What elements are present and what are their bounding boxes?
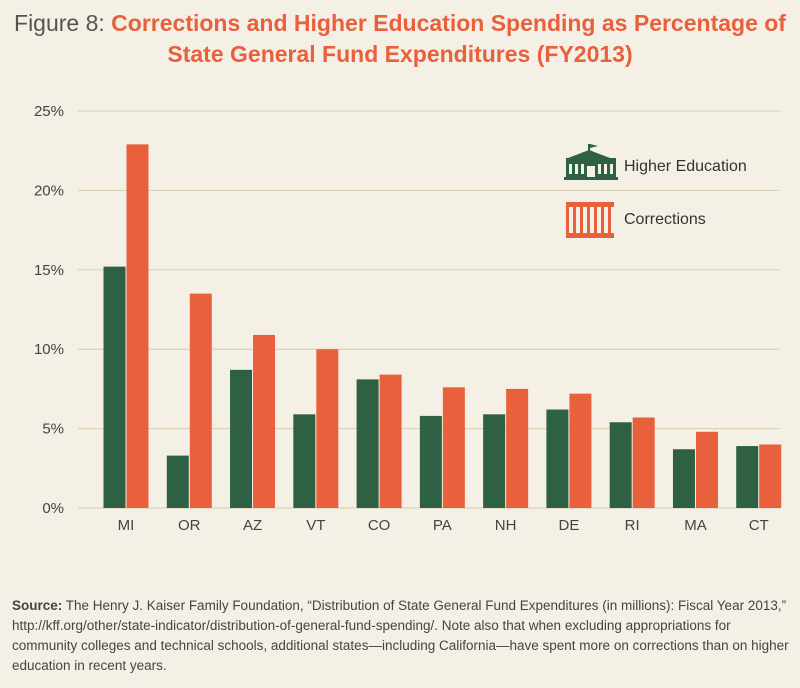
x-tick-label: MA bbox=[684, 517, 707, 534]
x-tick-label: NH bbox=[495, 517, 517, 534]
legend-label-corrections: Corrections bbox=[624, 211, 706, 228]
y-tick-label: 10% bbox=[34, 341, 64, 358]
bar-higher-education bbox=[546, 409, 569, 508]
bar-higher-education bbox=[166, 455, 189, 508]
x-tick-label: PA bbox=[433, 517, 452, 534]
bar-higher-education bbox=[483, 414, 506, 508]
title-line-1: Figure 8: Corrections and Higher Educati… bbox=[0, 8, 800, 39]
bar-corrections bbox=[759, 444, 782, 508]
bar-higher-education bbox=[356, 379, 379, 508]
bar-higher-education bbox=[230, 369, 253, 508]
bar-corrections bbox=[442, 387, 465, 508]
bar-corrections bbox=[379, 374, 402, 508]
x-tick-label: AZ bbox=[243, 517, 262, 534]
bar-higher-education bbox=[293, 414, 316, 508]
source-note: Source: The Henry J. Kaiser Family Found… bbox=[12, 596, 792, 676]
legend: Higher Education Corrections bbox=[564, 144, 747, 238]
x-tick-label: VT bbox=[306, 517, 325, 534]
title-line-2: State General Fund Expenditures (FY2013) bbox=[167, 41, 633, 67]
y-tick-label: 5% bbox=[42, 421, 64, 438]
bars bbox=[103, 144, 782, 508]
bar-higher-education bbox=[672, 449, 695, 508]
x-tick-label: DE bbox=[558, 517, 579, 534]
prison-bars-icon bbox=[566, 202, 614, 238]
bar-corrections bbox=[632, 417, 655, 508]
bar-corrections bbox=[189, 293, 212, 508]
bar-corrections bbox=[506, 388, 529, 508]
bar-corrections bbox=[253, 334, 276, 508]
bar-higher-education bbox=[103, 266, 126, 508]
chart-title: Figure 8: Corrections and Higher Educati… bbox=[0, 8, 800, 70]
legend-item-corrections: Corrections bbox=[566, 202, 706, 238]
y-tick-label: 0% bbox=[42, 500, 64, 517]
bar-corrections bbox=[695, 431, 718, 508]
title-text-1: Corrections and Higher Education Spendin… bbox=[111, 10, 786, 36]
x-tick-label: OR bbox=[178, 517, 201, 534]
x-tick-label: MI bbox=[118, 517, 135, 534]
figure-number: Figure 8: bbox=[14, 10, 112, 36]
school-building-icon bbox=[564, 144, 618, 180]
y-axis-ticks: 0% 5% 10% 15% 20% 25% bbox=[34, 103, 64, 517]
bar-corrections bbox=[569, 393, 592, 508]
bar-chart: 0% 5% 10% 15% 20% 25% MI OR AZ VT CO PA NH DE RI MA CT bbox=[34, 103, 782, 534]
x-tick-label: CO bbox=[368, 517, 391, 534]
bar-higher-education bbox=[736, 446, 759, 508]
bar-higher-education bbox=[609, 422, 632, 508]
y-tick-label: 15% bbox=[34, 262, 64, 279]
x-tick-label: RI bbox=[625, 517, 640, 534]
legend-label-higher-education: Higher Education bbox=[624, 158, 747, 175]
x-axis-ticks: MI OR AZ VT CO PA NH DE RI MA CT bbox=[118, 517, 769, 534]
x-tick-label: CT bbox=[749, 517, 769, 534]
legend-item-higher-education: Higher Education bbox=[564, 144, 747, 180]
y-tick-label: 25% bbox=[34, 103, 64, 120]
source-text: The Henry J. Kaiser Family Foundation, “… bbox=[12, 598, 789, 673]
bar-corrections bbox=[316, 349, 339, 508]
source-label: Source: bbox=[12, 598, 63, 613]
y-tick-label: 20% bbox=[34, 182, 64, 199]
bar-corrections bbox=[126, 144, 149, 508]
bar-higher-education bbox=[419, 415, 442, 508]
